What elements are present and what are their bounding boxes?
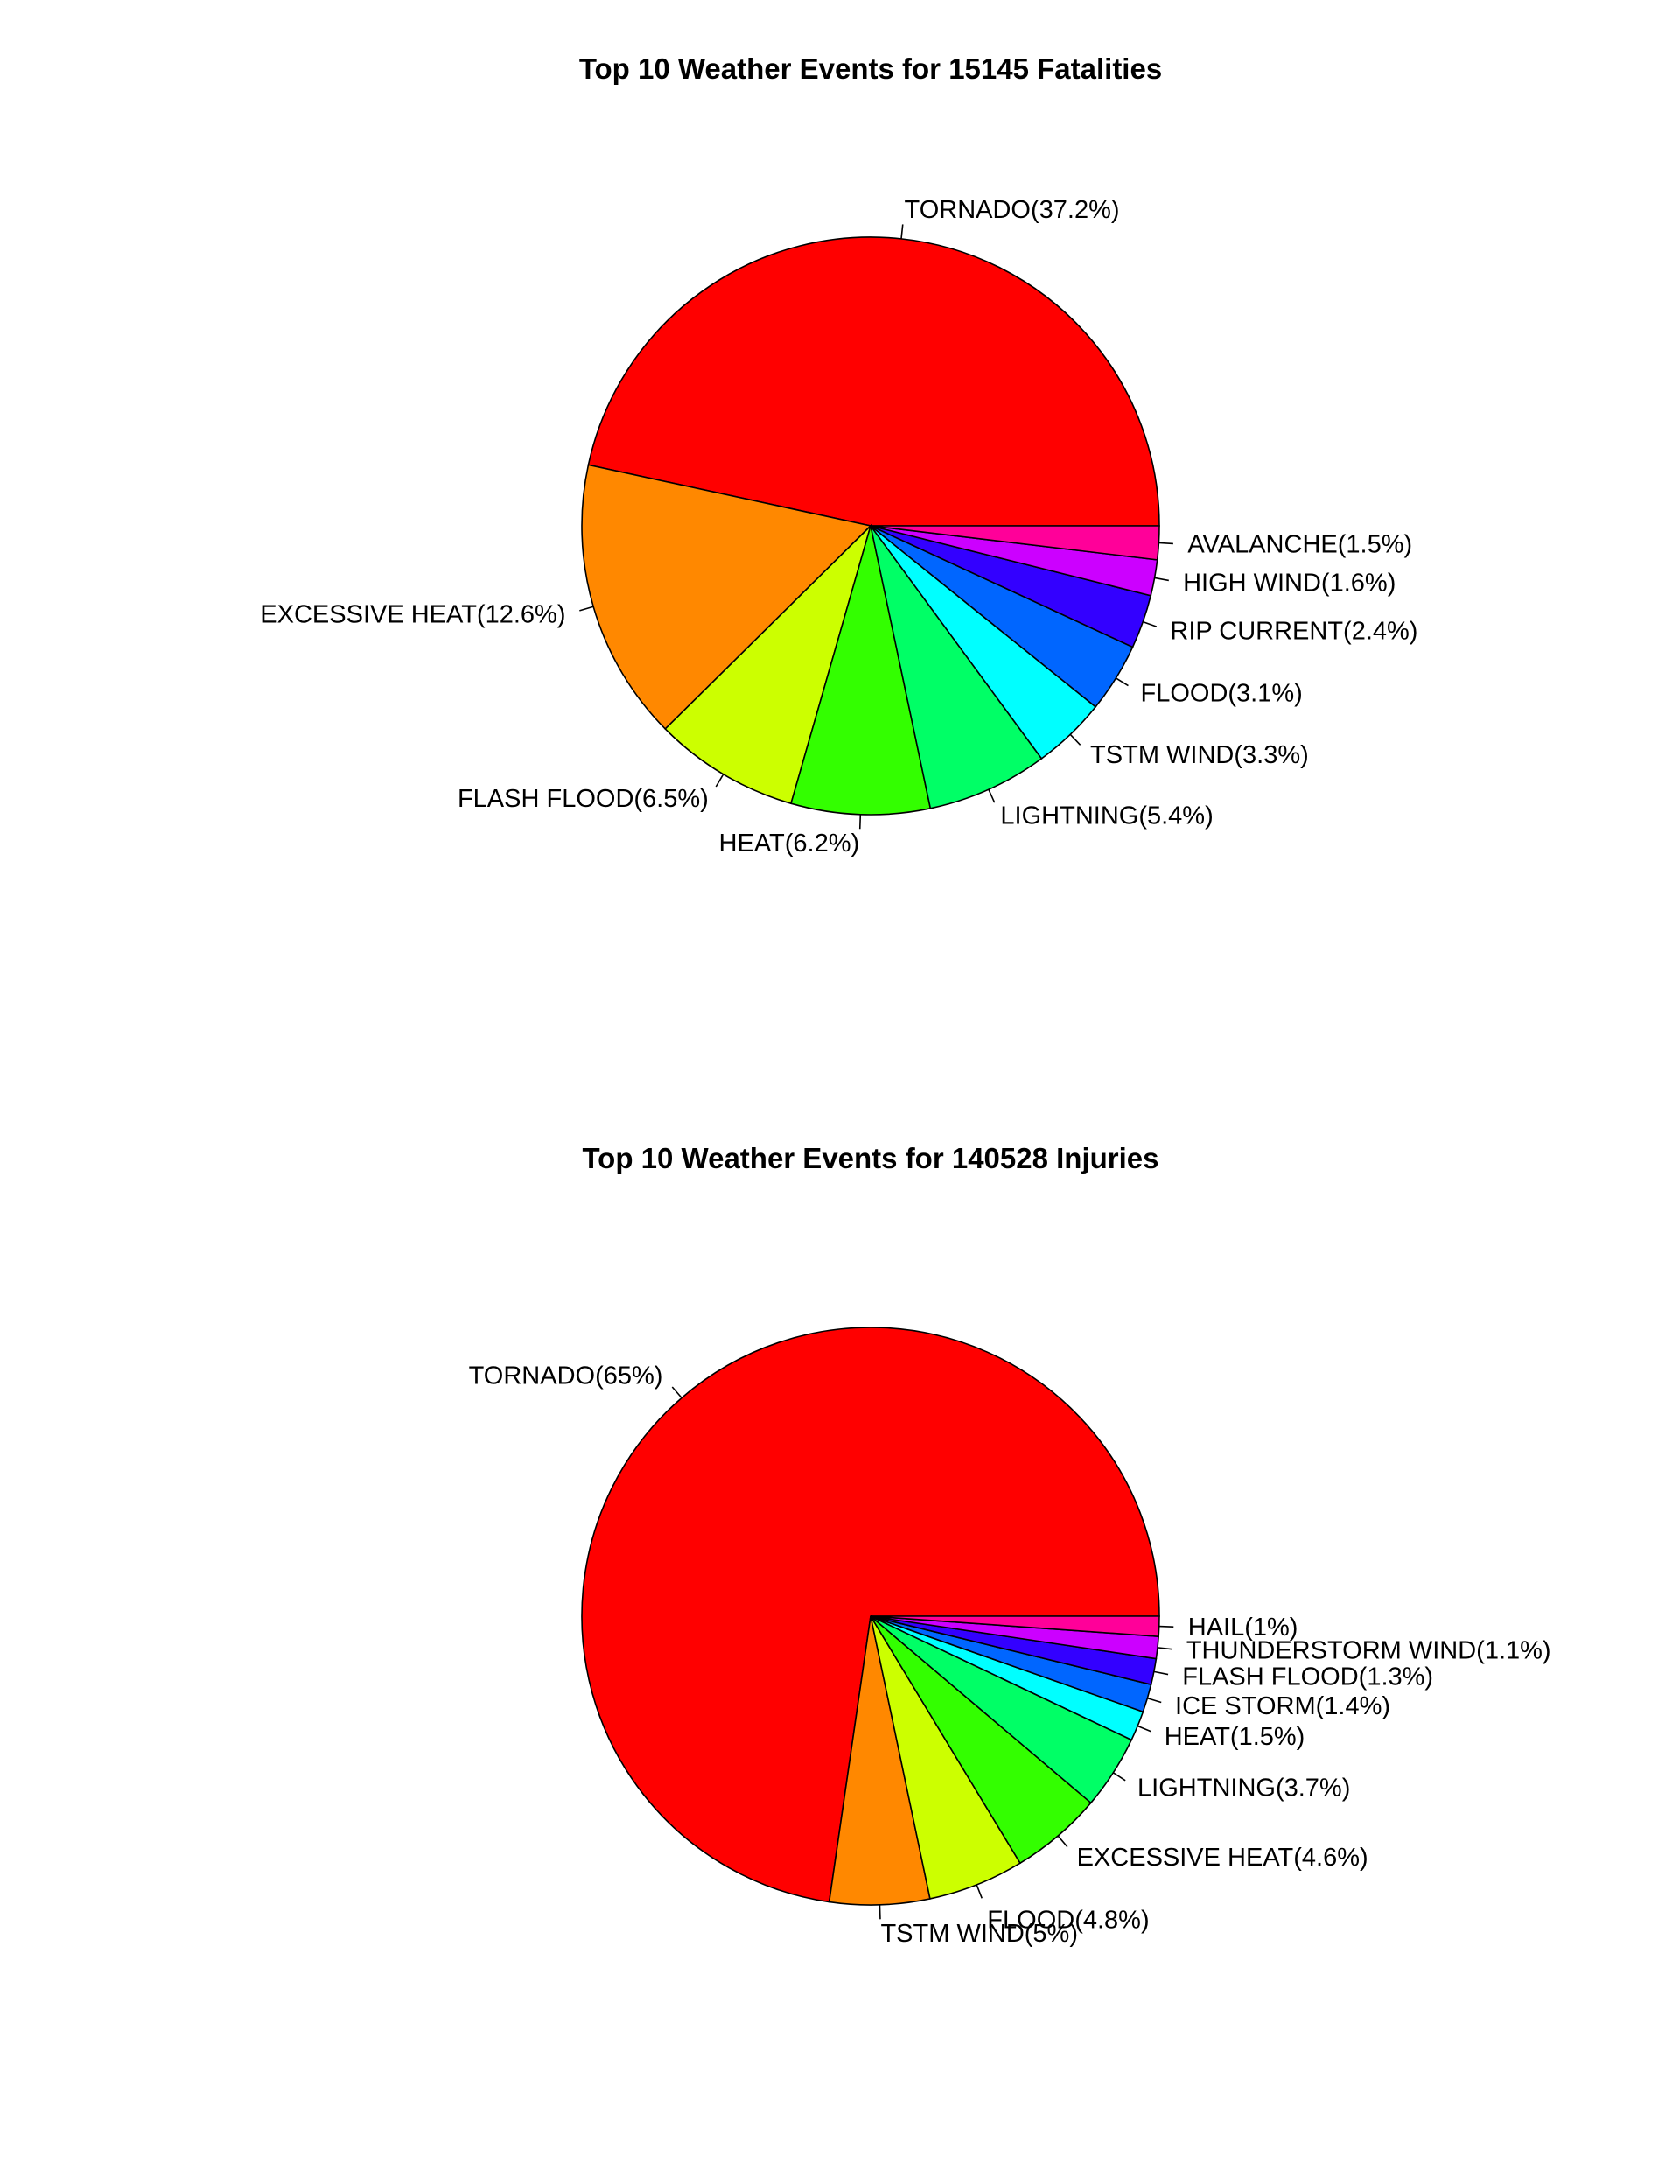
slice-label: HAIL(1%) (1188, 1614, 1298, 1642)
leader-line (1116, 677, 1129, 687)
leader-line (988, 788, 996, 803)
slice-label: FLASH FLOOD(6.5%) (458, 785, 709, 813)
slice-label: LIGHTNING(5.4%) (1000, 802, 1213, 830)
slice-label: HEAT(1.5%) (1165, 1723, 1306, 1751)
leader-line (1154, 577, 1169, 582)
fatalities-pie-chart: Top 10 Weather Events for 15145 Fataliti… (260, 52, 1418, 858)
leader-line (878, 1904, 881, 1920)
leader-line (1157, 1647, 1172, 1650)
slice-label: EXCESSIVE HEAT(12.6%) (260, 601, 565, 629)
leader-line (1147, 1698, 1162, 1704)
slice-label: FLASH FLOOD(1.3%) (1182, 1663, 1433, 1691)
leader-line (715, 774, 724, 788)
leader-line (1057, 1835, 1068, 1848)
slice-label: TSTM WIND(3.3%) (1090, 741, 1309, 769)
slice-label: ICE STORM(1.4%) (1175, 1692, 1390, 1720)
pie-slice-avalanche (870, 525, 1160, 561)
slice-label: LIGHTNING(3.7%) (1138, 1774, 1350, 1802)
slice-label: THUNDERSTORM WIND(1.1%) (1186, 1636, 1551, 1664)
leader-line (976, 1884, 983, 1899)
leader-line (1069, 733, 1082, 746)
leader-line (671, 1386, 682, 1398)
leader-line (858, 814, 862, 830)
leader-line (1112, 1772, 1126, 1782)
slice-label: HIGH WIND(1.6%) (1183, 569, 1396, 597)
leader-line (1158, 542, 1173, 545)
slice-label: TSTM WIND(5%) (880, 1920, 1078, 1948)
pie-slice-heat (789, 525, 932, 816)
slice-label: AVALANCHE(1.5%) (1187, 530, 1412, 558)
leader-line (1153, 1670, 1169, 1676)
slice-label: HEAT(6.2%) (719, 830, 860, 858)
leader-line (1158, 1625, 1174, 1628)
injuries-pie-chart: Top 10 Weather Events for 140528 Injurie… (469, 1142, 1551, 1948)
pie-slice-tornado (587, 236, 1160, 527)
slice-label: TORNADO(37.2%) (905, 196, 1120, 224)
chart-title: Top 10 Weather Events for 15145 Fataliti… (579, 52, 1162, 85)
chart-title: Top 10 Weather Events for 140528 Injurie… (582, 1142, 1158, 1174)
slice-label: FLOOD(3.1%) (1140, 679, 1302, 707)
pie-slice-excessive-heat (581, 464, 872, 731)
slice-label: EXCESSIVE HEAT(4.6%) (1077, 1844, 1368, 1872)
leader-line (1137, 1725, 1152, 1732)
leader-line (1143, 620, 1158, 627)
leader-line (900, 224, 904, 239)
slice-label: TORNADO(65%) (469, 1362, 663, 1390)
slice-label: FLOOD(4.8%) (987, 1907, 1149, 1935)
leader-line (579, 606, 594, 612)
slice-label: RIP CURRENT(2.4%) (1170, 618, 1418, 646)
